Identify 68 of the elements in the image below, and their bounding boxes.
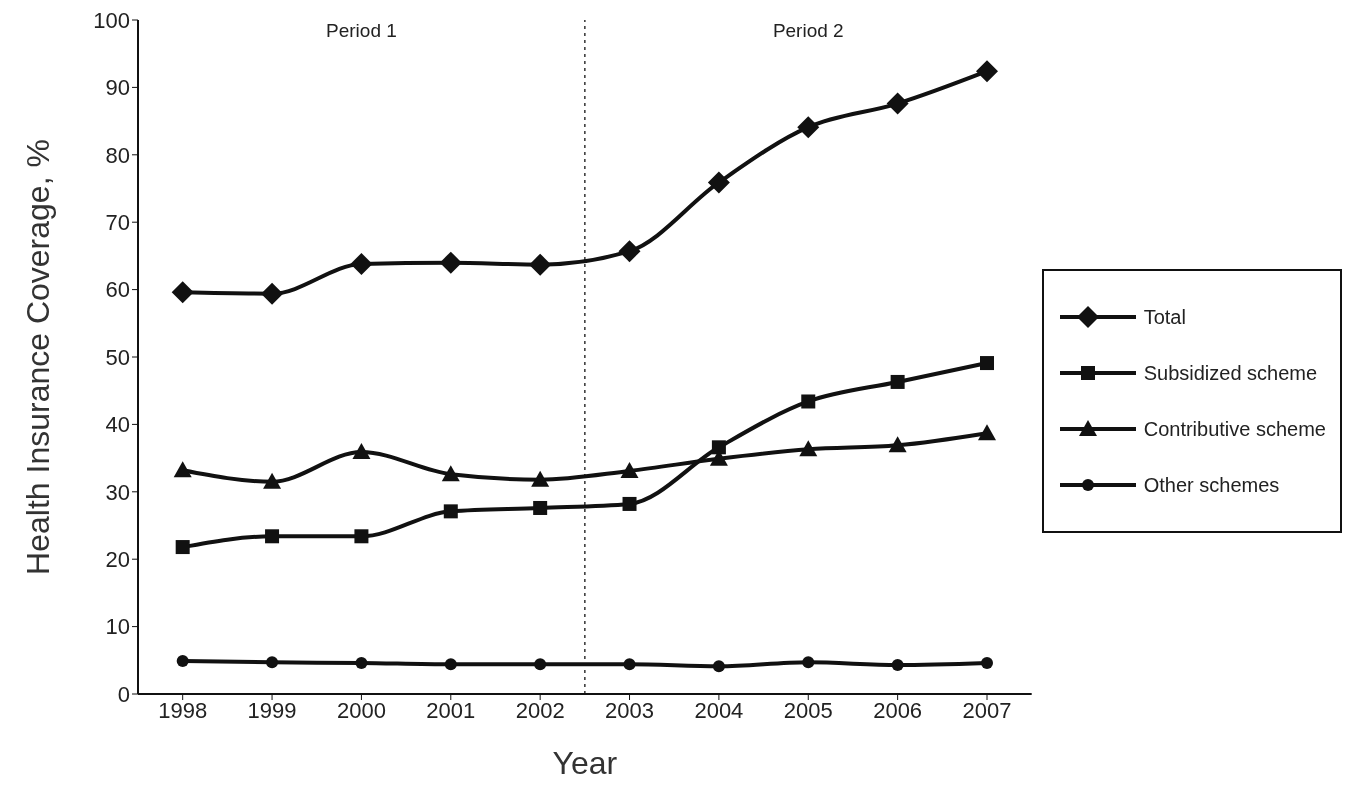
y-tick-label: 50 xyxy=(105,344,130,370)
legend-label: Total xyxy=(1143,305,1186,329)
point xyxy=(978,424,996,441)
annotation: Period 2 xyxy=(772,20,844,42)
legend-label: Other schemes xyxy=(1143,473,1280,497)
y-tick-label: 80 xyxy=(105,142,130,168)
point xyxy=(439,251,462,274)
point xyxy=(443,504,458,519)
x-tick-label: 2000 xyxy=(336,697,386,723)
x-tick-label: 2004 xyxy=(694,697,744,723)
point xyxy=(801,394,816,409)
point xyxy=(441,465,460,482)
point xyxy=(976,60,998,83)
point xyxy=(981,657,993,669)
x-tick-label: 1999 xyxy=(247,697,297,723)
point xyxy=(529,253,552,276)
y-tick-label: 100 xyxy=(93,7,130,33)
point xyxy=(712,660,725,673)
point xyxy=(799,440,818,457)
y-tick-label: 70 xyxy=(105,210,130,236)
x-tick-label: 2001 xyxy=(426,697,476,723)
legend-label: Subsidized scheme xyxy=(1143,361,1318,385)
legend-label: Contributive scheme xyxy=(1143,417,1326,441)
point xyxy=(533,500,548,515)
point xyxy=(352,443,371,460)
y-axis-title: Health Insurance Coverage, % xyxy=(20,139,57,575)
y-tick-label: 60 xyxy=(105,277,130,303)
annotation: Period 1 xyxy=(326,20,397,42)
point xyxy=(263,472,282,489)
x-tick-label: 1998 xyxy=(158,697,208,723)
x-tick-label: 2003 xyxy=(605,697,654,723)
point xyxy=(173,461,192,478)
point xyxy=(886,92,909,115)
point xyxy=(261,282,284,305)
x-tick-label: 2002 xyxy=(515,697,565,723)
x-tick-label: 2005 xyxy=(783,697,833,723)
point xyxy=(354,529,369,544)
point xyxy=(622,496,637,511)
y-tick-label: 10 xyxy=(105,614,130,640)
point xyxy=(711,440,726,455)
point xyxy=(266,656,279,669)
point xyxy=(618,240,641,263)
point xyxy=(444,658,457,671)
point xyxy=(355,657,368,669)
point xyxy=(531,470,550,487)
point xyxy=(888,436,907,453)
point xyxy=(265,529,280,544)
x-tick-label: 2007 xyxy=(962,697,1012,723)
point xyxy=(707,171,730,194)
y-tick-label: 0 xyxy=(117,681,130,707)
point xyxy=(176,654,189,667)
point xyxy=(350,252,373,275)
x-tick-label: 2006 xyxy=(873,697,923,723)
y-tick-label: 20 xyxy=(105,547,130,573)
point xyxy=(890,374,905,389)
x-axis-title: Year xyxy=(552,745,618,781)
point xyxy=(797,116,820,139)
point xyxy=(623,658,636,671)
y-tick-label: 40 xyxy=(105,412,130,438)
point xyxy=(620,461,639,478)
point xyxy=(534,658,547,671)
point xyxy=(980,356,994,371)
point xyxy=(802,656,815,669)
point xyxy=(171,281,194,304)
y-tick-label: 30 xyxy=(105,479,130,505)
y-tick-label: 90 xyxy=(105,75,130,101)
point xyxy=(891,659,904,672)
point xyxy=(175,540,190,555)
